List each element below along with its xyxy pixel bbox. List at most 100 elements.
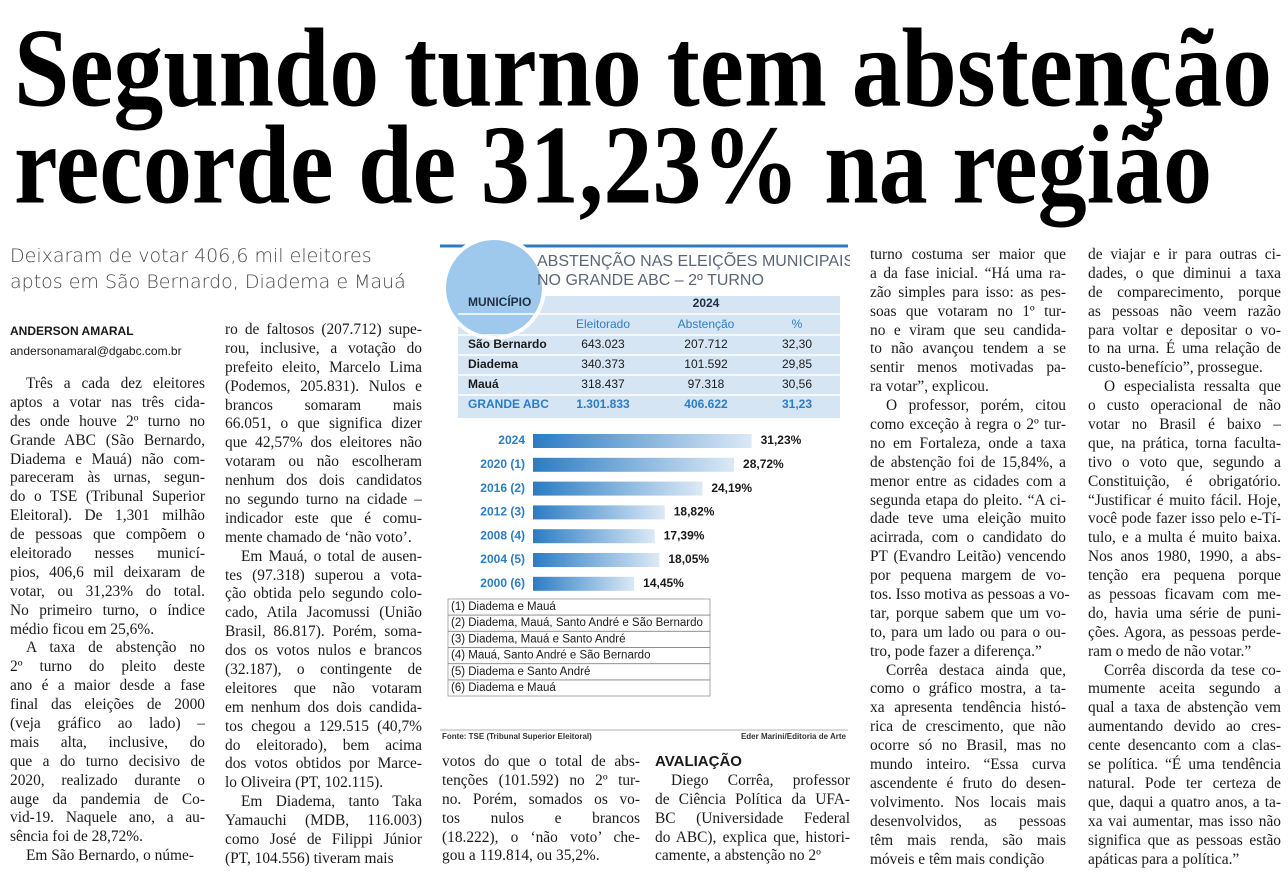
text-line: ro de faltosos (207.712) supe- bbox=[225, 321, 422, 338]
text-line: indicador este que é comu- bbox=[225, 509, 422, 527]
text-line: tos nulos e brancos bbox=[442, 809, 640, 827]
chart: ABSTENÇÃO NAS ELEIÇÕES MUNICIPAIS NO GRAN… bbox=[440, 240, 850, 741]
text-line: to não avançou tendem a se bbox=[870, 340, 1066, 358]
table-cell: 97.318 bbox=[688, 377, 725, 391]
article-column: ro de faltosos (207.712) supe-rou, inclu… bbox=[225, 321, 422, 869]
text-line: mumente aceita segundo a bbox=[1088, 680, 1281, 698]
text-line: tos. Isso motiva as pessoas a vo- bbox=[870, 586, 1070, 604]
text-line: ra votar”, explicou. bbox=[870, 378, 989, 396]
text-line: no segundo turno na cidade – bbox=[225, 491, 422, 509]
text-line: PT (Evandro Leitão) vencendo bbox=[870, 548, 1066, 566]
text-line: cente desencanto com a clas- bbox=[1088, 737, 1281, 755]
text-line: eleitorado nesses municí- bbox=[10, 545, 205, 563]
table-cell: 1.301.833 bbox=[576, 397, 630, 411]
article-column: de viajar e ir para outras ci-dades, o q… bbox=[1088, 246, 1281, 869]
text-line: para voltar e depositar o vo- bbox=[1088, 321, 1281, 339]
bar-value-label: 28,72% bbox=[743, 457, 784, 471]
text-line: dos os votos nulos e brancos bbox=[225, 642, 422, 660]
chart-source: Fonte: TSE (Tribunal Superior Eleitoral) bbox=[442, 732, 592, 741]
text-line: as pessoas ficavam com me- bbox=[1088, 586, 1281, 604]
note: (6) Diadema e Mauá bbox=[451, 682, 556, 694]
text-line: gou a 119.814, ou 35,2%. bbox=[442, 847, 600, 865]
text-line: (PT, 104.556) tiveram mais bbox=[225, 849, 394, 867]
text-line: que 42,57% dos eleitores não bbox=[225, 434, 422, 452]
text-line: têm mais renda, são mais bbox=[870, 831, 1066, 849]
text-line: tenções (101.592) no 2º tur- bbox=[442, 771, 640, 789]
bar-category: 2012 (3) bbox=[480, 505, 525, 519]
bar-category: 2008 (4) bbox=[480, 528, 525, 542]
text-line: sentir menos motivadas pa- bbox=[870, 359, 1066, 377]
bar bbox=[533, 529, 655, 544]
table-cell: 207.712 bbox=[684, 337, 728, 351]
chart-title: ABSTENÇÃO NAS ELEIÇÕES MUNICIPAIS bbox=[537, 250, 850, 270]
text-line: que, daqui a quatro anos, a ta- bbox=[1088, 793, 1281, 811]
bar bbox=[533, 481, 703, 496]
text-line: como exceção à regra o 2º tur- bbox=[870, 416, 1066, 434]
note: (2) Diadema, Mauá, Santo André e São Ber… bbox=[451, 617, 703, 629]
text-line: no em Fortaleza, onde a taxa bbox=[870, 434, 1066, 452]
text-line: Corrêa destaca ainda que, bbox=[886, 661, 1066, 679]
text-line: 2º turno do pleito deste bbox=[10, 658, 205, 676]
bar-category: 2004 (5) bbox=[480, 552, 525, 566]
text-line: Em Mauá, o total de ausen- bbox=[241, 547, 422, 565]
table-column-header: % bbox=[792, 317, 803, 331]
badge bbox=[442, 240, 546, 340]
text-line: vid-19. Naquele ano, a au- bbox=[10, 809, 205, 827]
text-line: dos votos obtidos por Marce- bbox=[225, 755, 422, 773]
bar-category: 2016 (2) bbox=[480, 481, 525, 495]
note: (5) Diadema e Santo André bbox=[451, 666, 590, 678]
bar bbox=[533, 553, 660, 567]
text-line: (18.222), o ‘não voto’ che- bbox=[442, 828, 640, 846]
bar-value-label: 17,39% bbox=[664, 528, 705, 542]
bar-category: 2000 (6) bbox=[480, 576, 525, 590]
text-line: volvimento. Nos locais mais bbox=[870, 793, 1066, 811]
bar-category: 2024 bbox=[498, 433, 525, 447]
text-line: 66.051, o que significa dizer bbox=[225, 415, 422, 433]
text-line: do, havia uma série de puni- bbox=[1088, 604, 1281, 622]
text-line: tenção era pequena porque bbox=[1088, 567, 1281, 585]
text-line: pios, 406,6 mil deixaram de bbox=[10, 563, 205, 581]
text-line: apáticas para a política.” bbox=[1088, 850, 1240, 868]
chart-title: NO GRANDE ABC – 2º TURNO bbox=[537, 272, 764, 289]
chart-credit: Eder Marini/Editoria de Arte bbox=[741, 732, 847, 741]
text-line: significa que as pessoas estão bbox=[1088, 831, 1281, 849]
text-line: dade teve uma eleição muito bbox=[870, 510, 1066, 528]
text-line: aptos a votar nas três cida- bbox=[10, 393, 205, 411]
text-line: 2020, realizado durante o bbox=[10, 771, 205, 789]
table-year: 2024 bbox=[693, 296, 720, 310]
text-line: A taxa de abstenção no bbox=[26, 639, 205, 657]
text-line: que, na prática, torna faculta- bbox=[1088, 434, 1281, 452]
text-line: lo Oliveira (PT, 102.115). bbox=[225, 774, 384, 792]
text-line: to, para um lado ou para o ou- bbox=[870, 623, 1066, 641]
text-line: votaram ou não escolheram bbox=[225, 453, 422, 471]
text-line: ascendente é fruto do desen- bbox=[870, 774, 1066, 792]
text-line: acirrada, com o candidato do bbox=[870, 529, 1066, 547]
text-line: tos chegou a 129.515 (40,7% bbox=[225, 717, 422, 735]
table-cell: 31,23 bbox=[782, 397, 812, 411]
text-line: No primeiro turno, o índice bbox=[10, 601, 205, 619]
text-line: prefeito eleito, Marcelo Lima bbox=[225, 358, 422, 376]
text-line: ram o medo de não votar.” bbox=[1088, 642, 1252, 660]
text-line: em nenhum dos dois candida- bbox=[225, 698, 422, 716]
table-cell: 340.373 bbox=[581, 357, 625, 371]
text-line: auge da pandemia de Co- bbox=[10, 790, 205, 808]
subtitle: Deixaram de votar 406,6 mil eleitores ap… bbox=[10, 243, 406, 295]
text-line: como o gráfico mostra, a ta- bbox=[870, 680, 1066, 698]
text-line: se política. “É uma tendência bbox=[1088, 756, 1281, 774]
text-line: você pode fazer isso pelo e-Tí- bbox=[1088, 510, 1281, 528]
subtitle-line: Deixaram de votar 406,6 mil eleitores bbox=[10, 245, 372, 267]
text-line: no e viram que seu candida- bbox=[870, 321, 1066, 339]
text-line: Em Diadema, tanto Taka bbox=[241, 793, 422, 811]
bar-category: 2020 (1) bbox=[480, 457, 525, 471]
text-line: de Ciência Política da UFA- bbox=[655, 790, 850, 808]
text-line: de abstenção foi de 15,84%, a bbox=[870, 453, 1066, 471]
table-row-header: MUNICÍPIO bbox=[468, 294, 531, 309]
text-line: de viajar e ir para outras ci- bbox=[1088, 246, 1281, 263]
text-line: Yamauchi (MDB, 116.003) bbox=[225, 812, 422, 830]
article-column: turno costuma ser maior que a da fase ini… bbox=[870, 246, 1070, 869]
table-cell: 318.437 bbox=[581, 377, 625, 391]
text-line: no. Porém, somados os vo- bbox=[442, 790, 640, 808]
text-line: Corrêa discorda da tese co- bbox=[1104, 661, 1281, 679]
article-column: AVALIAÇÃO Diego Corrêa, professor de Ciênc… bbox=[655, 753, 850, 866]
